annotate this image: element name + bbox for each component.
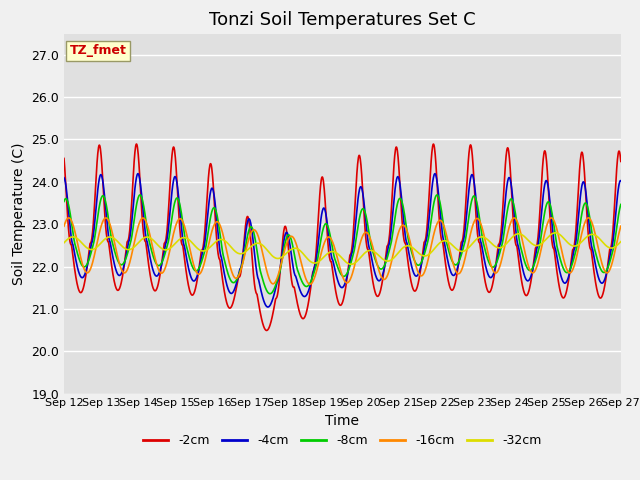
Y-axis label: Soil Temperature (C): Soil Temperature (C): [12, 143, 26, 285]
Text: TZ_fmet: TZ_fmet: [70, 44, 127, 58]
X-axis label: Time: Time: [325, 414, 360, 428]
Legend: -2cm, -4cm, -8cm, -16cm, -32cm: -2cm, -4cm, -8cm, -16cm, -32cm: [138, 429, 547, 452]
Title: Tonzi Soil Temperatures Set C: Tonzi Soil Temperatures Set C: [209, 11, 476, 29]
